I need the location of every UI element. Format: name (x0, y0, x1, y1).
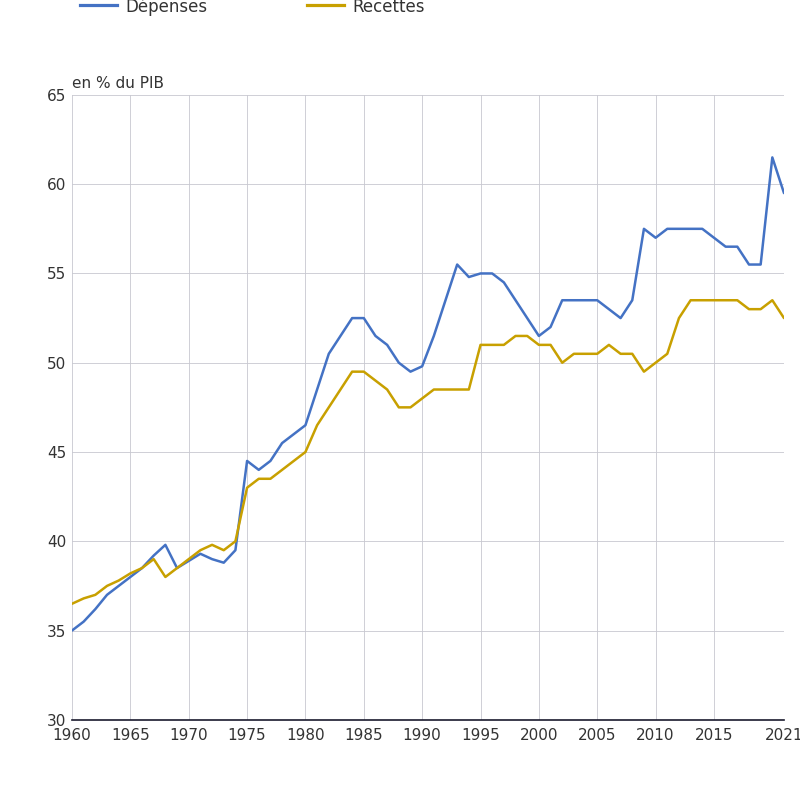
Dépenses (499, 278, 509, 287)
Recettes (254, 474, 263, 483)
Line: Recettes: Recettes (72, 301, 784, 604)
Line: Dépenses: Dépenses (72, 157, 784, 630)
Recettes (698, 296, 707, 305)
Dépenses (767, 153, 777, 162)
Recettes (418, 394, 427, 403)
Dépenses (207, 554, 217, 564)
Recettes (686, 296, 695, 305)
Dépenses (779, 188, 789, 198)
Recettes (67, 599, 77, 608)
Text: en % du PIB: en % du PIB (72, 76, 164, 91)
Recettes (499, 340, 509, 350)
Dépenses (418, 361, 427, 371)
Legend: Dépenses, Recettes: Dépenses, Recettes (80, 0, 425, 16)
Dépenses (254, 465, 263, 475)
Recettes (126, 569, 135, 578)
Recettes (207, 540, 217, 550)
Dépenses (126, 572, 135, 581)
Dépenses (67, 626, 77, 635)
Dépenses (686, 224, 695, 233)
Recettes (779, 313, 789, 323)
